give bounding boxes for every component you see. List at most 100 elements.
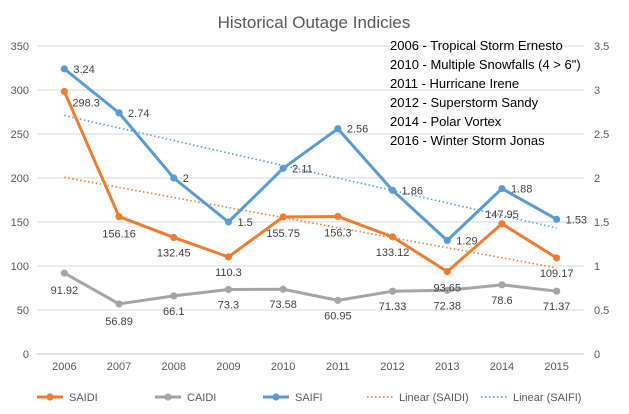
right-axis: 0 0.5 1 1.5 2 2.5 3 3.5 <box>594 41 609 361</box>
x-tick-label: 2006 <box>52 361 76 373</box>
left-tick-label: 50 <box>17 305 29 317</box>
right-tick-label: 3 <box>594 85 600 97</box>
series-line-saidi <box>62 90 558 274</box>
left-tick-label: 350 <box>11 41 29 53</box>
point-saifi <box>553 215 561 223</box>
right-tick-label: 2.5 <box>594 129 609 141</box>
x-axis: 2006 2007 2008 2009 2010 2011 2012 2013 2014 2015 <box>52 361 569 373</box>
data-label-caidi: 91.92 <box>51 285 79 297</box>
point-saidi <box>224 253 233 261</box>
point-saidi <box>388 233 397 241</box>
left-tick-label: 100 <box>11 261 29 273</box>
point-caidi <box>115 300 123 308</box>
data-label-saidi: 110.3 <box>215 267 242 279</box>
point-caidi <box>388 287 397 295</box>
trendline-linear-saifi <box>64 114 557 229</box>
point-saifi <box>224 218 233 226</box>
legend-marker <box>272 393 280 401</box>
data-label-saidi: 156.3 <box>324 227 352 239</box>
point-saidi <box>60 87 68 96</box>
data-label-saidi: 147.95 <box>485 209 519 221</box>
legend-label: CAIDI <box>187 392 216 404</box>
left-tick-label: 250 <box>11 129 29 141</box>
annotation-line: 2006 - Tropical Storm Ernesto <box>390 38 563 53</box>
x-tick-label: 2007 <box>107 361 131 373</box>
right-tick-label: 0.5 <box>594 305 609 317</box>
right-tick-label: 2 <box>594 173 600 185</box>
point-saifi <box>279 164 287 172</box>
trendline-linear-saidi <box>64 176 557 269</box>
data-label-caidi: 56.89 <box>105 316 133 328</box>
data-label-saifi: 1.53 <box>566 214 587 226</box>
data-label-saifi: 1.29 <box>456 235 477 247</box>
point-caidi <box>224 285 233 294</box>
data-label-saidi: 93.65 <box>433 283 461 295</box>
x-tick-label: 2015 <box>544 361 568 373</box>
data-labels: 298.3 156.16 132.45 110.3 155.75 156.3 133.12 9… <box>51 64 587 328</box>
point-saidi <box>115 212 123 221</box>
legend-label: Linear (SAIFI) <box>513 392 581 404</box>
data-label-saidi: 156.16 <box>102 229 136 241</box>
right-tick-label: 0 <box>594 349 600 361</box>
annotations: 2006 - Tropical Storm Ernesto 2010 - Mult… <box>390 38 581 148</box>
data-label-caidi: 60.95 <box>324 310 352 322</box>
point-caidi <box>334 296 342 304</box>
point-saidi <box>553 254 561 262</box>
series-lines <box>60 65 561 308</box>
annotation-line: 2010 - Multiple Snowfalls (4 > 6") <box>390 57 581 72</box>
legend-label: Linear (SAIDI) <box>399 392 469 404</box>
legend: SAIDI CAIDI SAIFI Linear (SAIDI) Linear (SAI… <box>37 392 581 404</box>
chart-title: Historical Outage Indicies <box>218 13 411 32</box>
legend-item-saidi: SAIDI <box>37 392 98 404</box>
point-caidi <box>553 287 561 295</box>
x-tick-label: 2008 <box>162 361 186 373</box>
data-label-caidi: 72.38 <box>433 300 461 312</box>
legend-item-caidi: CAIDI <box>155 392 216 404</box>
data-label-saidi: 109.17 <box>540 268 574 280</box>
annotation-line: 2012 - Superstorm Sandy <box>390 95 539 110</box>
annotation-line: 2014 - Polar Vortex <box>390 114 502 129</box>
left-tick-label: 0 <box>23 349 29 361</box>
x-tick-label: 2012 <box>380 361 404 373</box>
data-label-saifi: 1.86 <box>402 185 423 197</box>
data-label-saidi: 155.75 <box>266 228 300 240</box>
point-saidi <box>170 233 178 242</box>
right-tick-label: 3.5 <box>594 41 609 53</box>
data-label-saifi: 2 <box>183 173 189 185</box>
right-tick-label: 1.5 <box>594 217 609 229</box>
legend-item-linear-saifi: Linear (SAIFI) <box>481 392 581 404</box>
x-tick-label: 2013 <box>435 361 459 373</box>
series-line-saifi <box>63 67 558 242</box>
data-label-caidi: 78.6 <box>491 295 512 307</box>
gridlines <box>37 45 584 355</box>
x-tick-label: 2009 <box>216 361 240 373</box>
data-label-caidi: 73.58 <box>269 299 297 311</box>
point-saifi <box>60 65 68 73</box>
point-caidi <box>279 285 287 293</box>
data-label-caidi: 71.33 <box>379 301 407 313</box>
series-line-caidi <box>63 271 557 306</box>
data-label-saidi: 298.3 <box>72 97 100 109</box>
legend-marker <box>164 393 172 401</box>
point-caidi <box>170 292 178 300</box>
point-saifi <box>170 174 178 182</box>
data-label-saidi: 132.45 <box>157 247 191 259</box>
annotation-line: 2016 - Winter Storm Jonas <box>390 133 545 148</box>
left-tick-label: 300 <box>11 85 29 97</box>
legend-item-linear-saidi: Linear (SAIDI) <box>367 392 469 404</box>
legend-label: SAIDI <box>69 392 98 404</box>
point-saidi <box>443 267 451 276</box>
data-label-saifi: 3.24 <box>73 64 94 76</box>
right-tick-label: 1 <box>594 261 600 273</box>
data-label-saifi: 1.5 <box>237 217 252 229</box>
point-caidi <box>443 286 451 294</box>
legend-marker <box>46 393 54 401</box>
x-tick-label: 2010 <box>271 361 295 373</box>
point-saidi <box>334 212 342 221</box>
x-tick-label: 2011 <box>326 361 350 373</box>
point-saidi <box>279 213 287 221</box>
data-label-caidi: 73.3 <box>218 299 239 311</box>
legend-item-saifi: SAIFI <box>263 392 323 404</box>
left-tick-label: 150 <box>11 217 29 229</box>
